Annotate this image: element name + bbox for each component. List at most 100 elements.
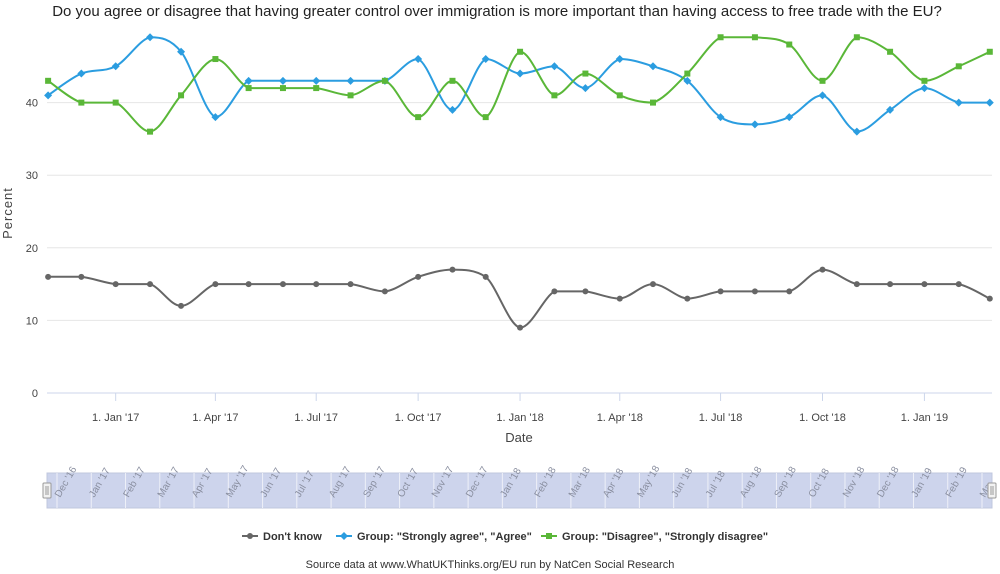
data-point: [920, 84, 929, 93]
data-point: [212, 281, 219, 288]
x-tick-label: 1. Jul '17: [294, 412, 338, 424]
x-tick-label: 1. Jan '19: [901, 412, 948, 424]
data-point: [415, 273, 422, 280]
data-point: [551, 288, 558, 295]
data-point: [278, 76, 287, 85]
data-point: [615, 55, 624, 64]
legend-marker: [340, 532, 348, 540]
data-point: [347, 281, 354, 288]
data-point: [551, 92, 558, 99]
x-tick-label: 1. Apr '17: [192, 412, 238, 424]
x-tick-label: 1. Jan '17: [92, 412, 139, 424]
legend-marker: [247, 533, 253, 539]
data-point: [684, 295, 691, 302]
data-point: [312, 76, 321, 85]
data-point: [683, 76, 692, 85]
data-point: [45, 77, 52, 84]
data-point: [648, 62, 657, 71]
data-point: [986, 48, 993, 55]
handle-grip[interactable]: [987, 482, 997, 499]
data-point: [786, 288, 793, 295]
data-point: [649, 281, 656, 288]
x-tick-label: 1. Oct '17: [395, 412, 442, 424]
data-point: [448, 105, 457, 114]
data-point: [313, 85, 320, 92]
data-point: [517, 324, 524, 331]
data-point: [582, 70, 589, 77]
legend-item-2[interactable]: Group: "Disagree", "Strongly disagree": [541, 531, 768, 543]
x-tick-label: 1. Oct '18: [799, 412, 846, 424]
data-point: [954, 98, 963, 107]
data-point: [818, 91, 827, 100]
data-point: [245, 85, 252, 92]
x-axis-ticks: 1. Jan '17 1. Apr '17 1. Jul '17 1. Oct '17…: [92, 393, 948, 424]
data-point: [887, 281, 894, 288]
data-point: [581, 84, 590, 93]
data-point: [582, 288, 589, 295]
data-point: [717, 288, 724, 295]
chart-credit: Source data at www.WhatUKThinks.org/EU r…: [306, 559, 675, 571]
data-point: [921, 281, 928, 288]
legend-label: Group: "Disagree", "Strongly disagree": [562, 531, 768, 543]
data-point: [177, 47, 186, 56]
series-2: [45, 34, 993, 135]
data-point: [279, 85, 286, 92]
y-axis-ticks: 0 10 20 30 40: [26, 98, 38, 400]
data-point: [78, 99, 85, 106]
x-axis-title: Date: [505, 430, 532, 445]
y-tick-label: 0: [32, 388, 38, 400]
range-navigator[interactable]: Dec '16 Jan '17 Feb '17 Mar '17 Apr '17 May '…: [42, 464, 997, 509]
data-point: [279, 281, 286, 288]
data-point: [516, 69, 525, 78]
data-point: [482, 273, 489, 280]
legend-label: Don't know: [263, 531, 322, 543]
data-point: [244, 76, 253, 85]
data-point: [482, 114, 489, 121]
handle-grip[interactable]: [42, 482, 52, 499]
data-point: [45, 273, 52, 280]
data-point: [649, 99, 656, 106]
data-point: [751, 34, 758, 41]
data-point: [146, 33, 155, 42]
legend: Don't know Group: "Strongly agree", "Agre…: [242, 531, 768, 543]
data-point: [449, 77, 456, 84]
y-tick-label: 10: [26, 315, 38, 327]
data-point: [415, 114, 422, 121]
data-point: [178, 92, 185, 99]
data-point: [414, 55, 423, 64]
navigator-right-handle[interactable]: [987, 482, 997, 499]
navigator-left-handle[interactable]: [42, 482, 52, 499]
grid-lines: [47, 102, 992, 321]
data-point: [449, 266, 456, 273]
data-point: [986, 295, 993, 302]
y-tick-label: 40: [26, 98, 38, 110]
x-tick-label: 1. Apr '18: [597, 412, 643, 424]
chart-title: Do you agree or disagree that having gre…: [52, 3, 942, 20]
data-point: [381, 77, 388, 84]
legend-item-1[interactable]: Group: "Strongly agree", "Agree": [336, 531, 532, 543]
legend-marker: [546, 533, 552, 539]
data-point: [785, 113, 794, 122]
data-point: [211, 113, 220, 122]
series-group: [44, 33, 994, 331]
legend-item-0[interactable]: Don't know: [242, 531, 322, 543]
data-point: [852, 127, 861, 136]
data-point: [921, 77, 928, 84]
data-point: [955, 63, 962, 70]
series-1: [44, 33, 994, 136]
data-point: [616, 92, 623, 99]
x-tick-label: 1. Jan '18: [496, 412, 543, 424]
data-point: [112, 99, 119, 106]
series-line: [48, 268, 991, 329]
legend-label: Group: "Strongly agree", "Agree": [357, 531, 532, 543]
data-point: [245, 281, 252, 288]
series-0: [45, 266, 993, 331]
data-point: [481, 55, 490, 64]
data-point: [684, 70, 691, 77]
data-point: [853, 281, 860, 288]
data-point: [313, 281, 320, 288]
data-point: [212, 56, 219, 63]
data-point: [381, 288, 388, 295]
y-tick-label: 30: [26, 170, 38, 182]
